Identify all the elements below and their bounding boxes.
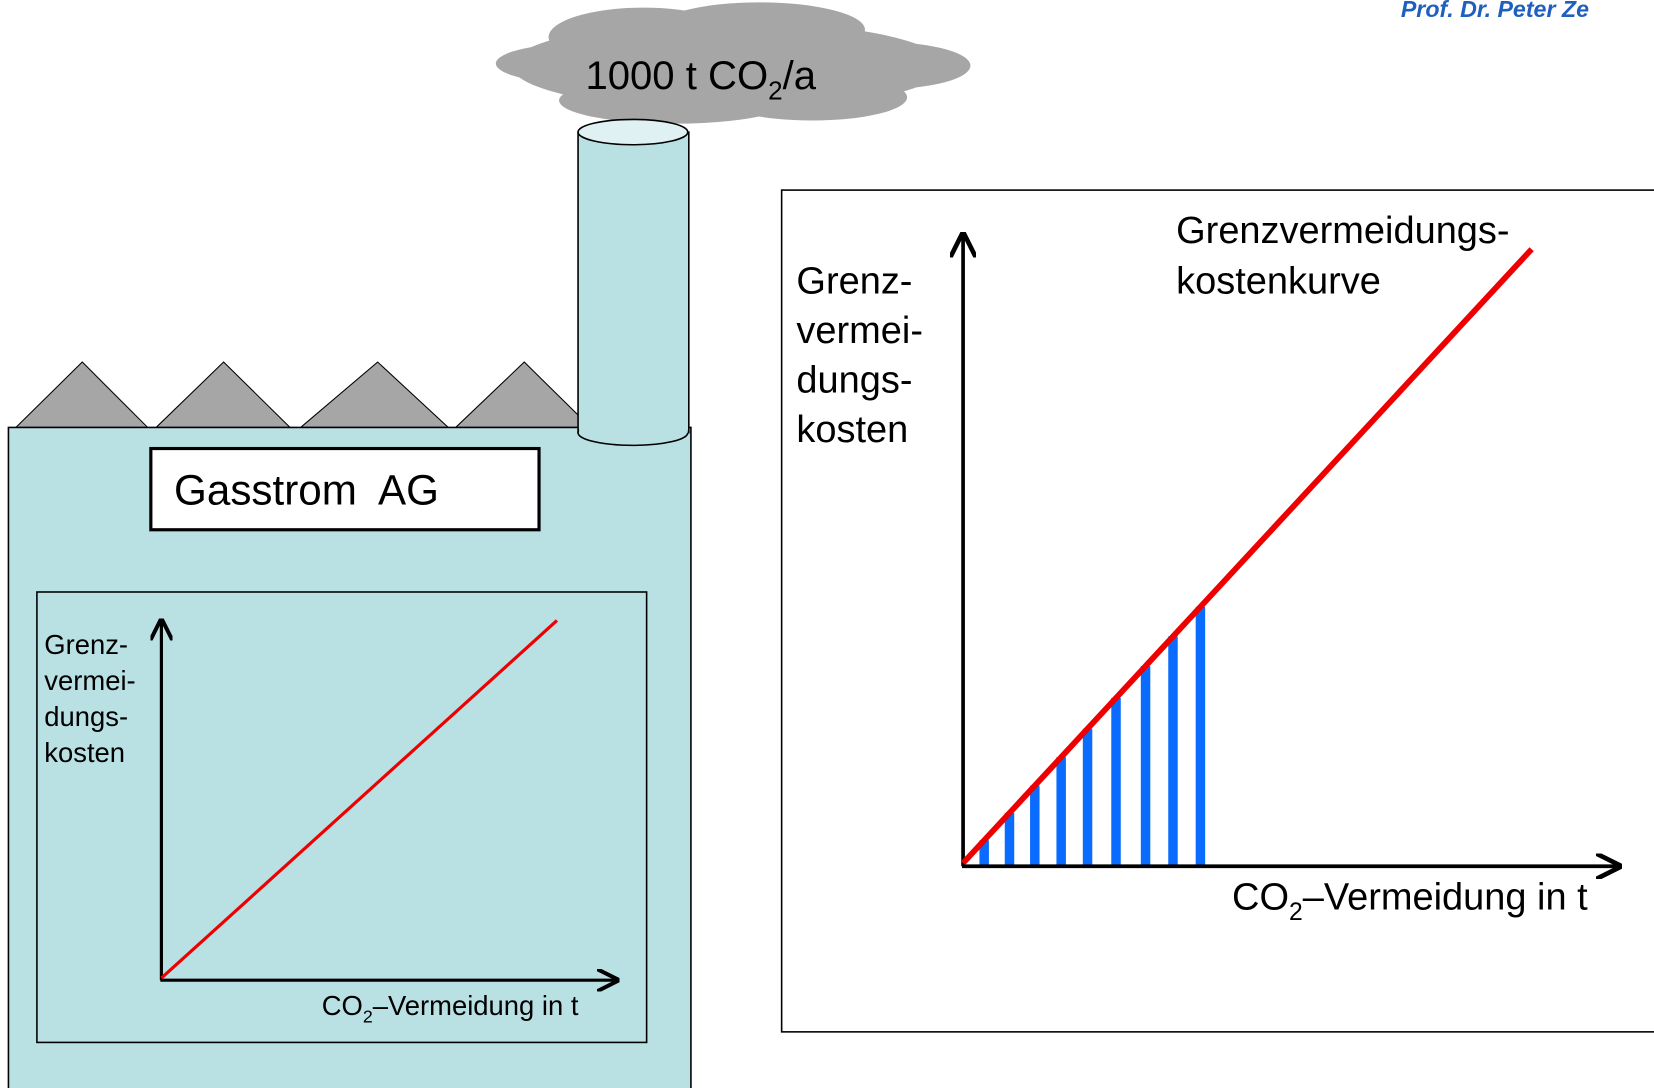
large-x-label: CO2–Vermeidung in t: [1232, 877, 1588, 927]
label-line: vermei-: [44, 665, 135, 696]
hatch-area: [979, 606, 1206, 866]
label-line: dungs-: [44, 701, 128, 732]
small-x-label: CO2–Vermeidung in t: [322, 990, 579, 1026]
cloud-text: 1000 t CO: [585, 54, 768, 98]
x-label-suffix: –Vermeidung in t: [373, 990, 579, 1021]
label-line: Grenz-: [44, 629, 128, 660]
x-label-subscript: 2: [363, 1006, 373, 1026]
label-line: Grenz-: [796, 260, 912, 302]
large-chart-frame: [780, 189, 1654, 1033]
small-curve: [160, 619, 559, 980]
curve-label: Grenzvermeidungs-kostenkurve: [1176, 210, 1509, 303]
label-line: vermei-: [796, 310, 923, 352]
label-line: kosten: [796, 409, 908, 451]
author: Prof. Dr. Peter Ze: [1401, 0, 1589, 22]
company-sign: [149, 446, 541, 532]
cloud-subscript: 2: [768, 75, 783, 105]
label-line: Grenzvermeidungs-: [1176, 210, 1509, 252]
label-line: kosten: [44, 737, 125, 768]
company-name: Gasstrom AG: [174, 466, 439, 513]
large-y-label: Grenz-vermei-dungs-kosten: [796, 260, 923, 451]
roofs: [14, 361, 593, 428]
large-curve: [960, 247, 1534, 866]
cloud-label: 1000 t CO2/a: [585, 54, 816, 106]
label-line: dungs-: [796, 360, 912, 402]
x-label-subscript: 2: [1289, 899, 1303, 926]
factory: [7, 426, 692, 1088]
chimney: [577, 118, 690, 447]
x-label-suffix: –Vermeidung in t: [1303, 877, 1588, 919]
small-y-label: Grenz-vermei-dungs-kosten: [44, 629, 135, 768]
label-line: kostenkurve: [1176, 260, 1381, 302]
cloud-suffix: /a: [783, 54, 817, 98]
x-label-text: CO: [1232, 877, 1289, 919]
small-chart-frame: [36, 591, 648, 1044]
x-label-text: CO: [322, 990, 363, 1021]
